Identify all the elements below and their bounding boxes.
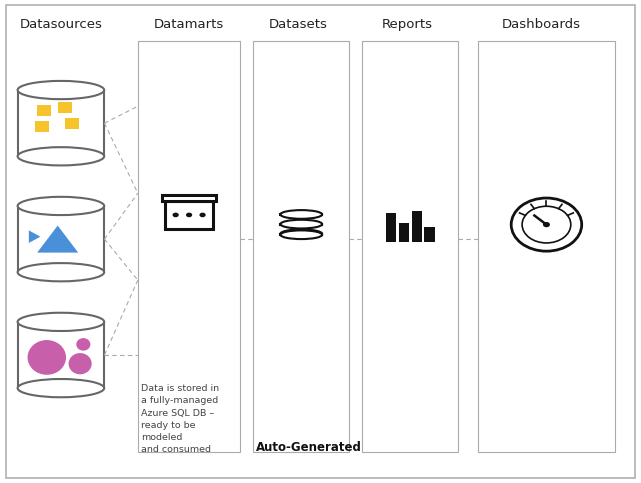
Ellipse shape <box>199 213 206 217</box>
Ellipse shape <box>186 213 192 217</box>
Polygon shape <box>29 230 40 243</box>
Text: Auto-Generated: Auto-Generated <box>256 441 362 454</box>
Ellipse shape <box>281 220 322 228</box>
Text: Datamarts: Datamarts <box>154 18 224 31</box>
Bar <box>386 213 396 242</box>
Bar <box>58 102 72 113</box>
Bar <box>165 201 213 228</box>
Ellipse shape <box>28 340 66 375</box>
Ellipse shape <box>17 81 104 99</box>
Ellipse shape <box>76 338 90 351</box>
Bar <box>424 227 435 242</box>
Bar <box>138 41 240 452</box>
Bar <box>478 41 615 452</box>
Polygon shape <box>37 226 78 253</box>
Ellipse shape <box>172 213 179 217</box>
Bar <box>35 121 49 132</box>
Bar <box>412 211 422 242</box>
Circle shape <box>512 198 582 251</box>
Bar <box>37 105 51 116</box>
Ellipse shape <box>17 147 104 165</box>
Text: Reports: Reports <box>381 18 433 31</box>
Ellipse shape <box>281 230 322 239</box>
Ellipse shape <box>17 379 104 397</box>
Bar <box>65 118 79 129</box>
Text: Dashboards: Dashboards <box>502 18 581 31</box>
FancyBboxPatch shape <box>6 5 635 478</box>
Bar <box>362 41 458 452</box>
Text: Datasets: Datasets <box>269 18 328 31</box>
Ellipse shape <box>69 353 92 374</box>
Ellipse shape <box>17 263 104 281</box>
Bar <box>253 41 349 452</box>
Circle shape <box>543 222 550 227</box>
Ellipse shape <box>17 313 104 331</box>
Ellipse shape <box>17 197 104 215</box>
Ellipse shape <box>281 229 322 238</box>
Bar <box>162 195 216 201</box>
Bar <box>399 223 409 242</box>
Text: Data is stored in
a fully-managed
Azure SQL DB –
ready to be
modeled
and consume: Data is stored in a fully-managed Azure … <box>141 384 219 454</box>
Ellipse shape <box>281 210 322 219</box>
Text: Datasources: Datasources <box>19 18 103 31</box>
